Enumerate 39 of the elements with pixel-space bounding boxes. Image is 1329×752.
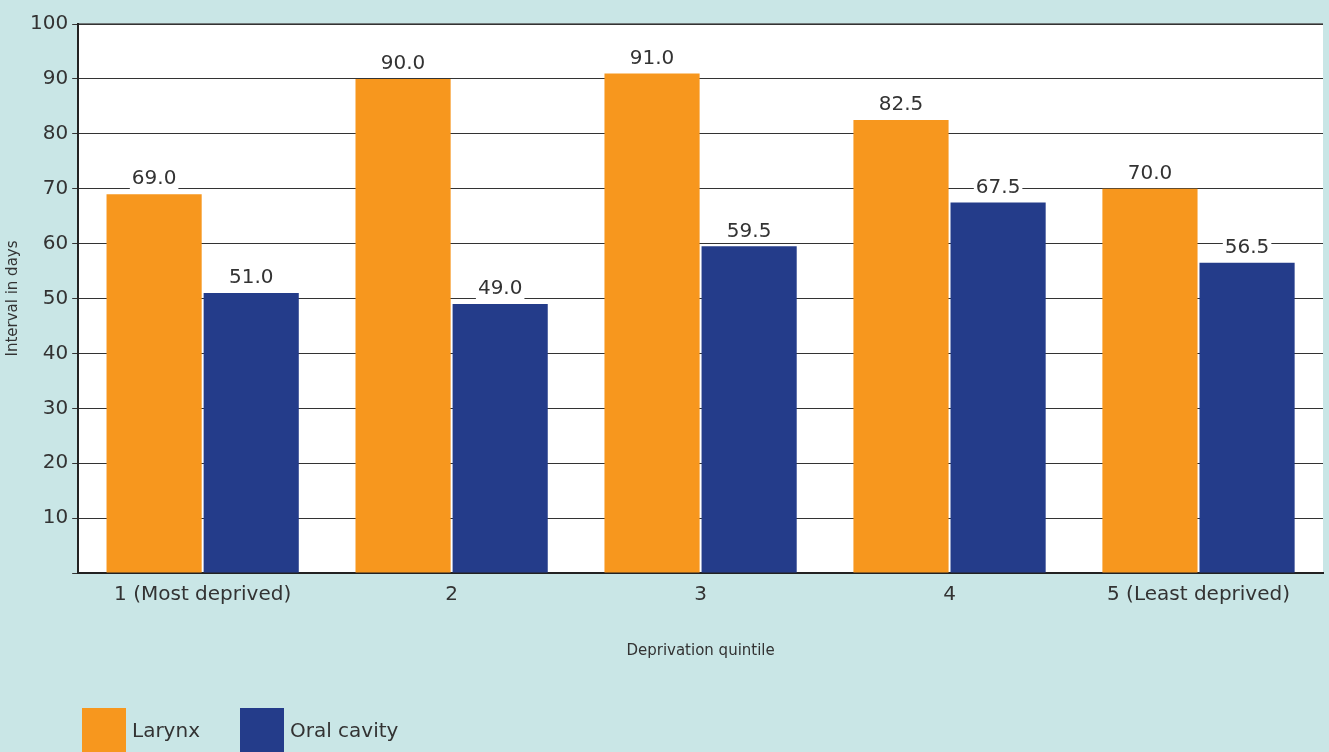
x-tick-label: 1 (Most deprived) bbox=[114, 581, 292, 606]
bar bbox=[355, 78, 451, 573]
x-tick-label: 5 (Least deprived) bbox=[1107, 581, 1290, 606]
bar bbox=[950, 202, 1046, 573]
y-tick-label: 90 bbox=[42, 65, 69, 90]
y-axis-title: Interval in days bbox=[2, 240, 21, 357]
data-label: 91.0 bbox=[629, 44, 675, 69]
data-label: 90.0 bbox=[380, 50, 426, 75]
y-tick-label: 60 bbox=[42, 229, 69, 254]
bar bbox=[203, 293, 299, 573]
y-tick-label: 40 bbox=[42, 339, 69, 364]
bar bbox=[1102, 188, 1198, 573]
data-label: 51.0 bbox=[228, 264, 274, 289]
legend-label: Oral cavity bbox=[289, 718, 399, 742]
x-tick-label: 3 bbox=[694, 581, 707, 606]
x-axis-title: Deprivation quintile bbox=[626, 640, 775, 659]
bar bbox=[452, 303, 548, 573]
bar bbox=[106, 194, 202, 573]
bar bbox=[604, 73, 700, 573]
data-label: 49.0 bbox=[477, 275, 523, 300]
data-label: 59.5 bbox=[726, 217, 772, 242]
bar bbox=[701, 246, 797, 573]
x-tick-label: 2 bbox=[445, 581, 458, 606]
bar bbox=[1199, 262, 1295, 573]
y-tick-label: 30 bbox=[42, 394, 69, 419]
data-label: 56.5 bbox=[1224, 234, 1270, 259]
data-label: 70.0 bbox=[1127, 159, 1173, 184]
y-tick-label: 70 bbox=[42, 174, 69, 199]
y-tick-label: 20 bbox=[42, 449, 69, 474]
y-tick-label: 50 bbox=[42, 284, 69, 309]
y-tick-label: 100 bbox=[29, 10, 69, 35]
y-tick-label: 10 bbox=[42, 504, 69, 529]
data-label: 67.5 bbox=[975, 173, 1021, 198]
data-label: 69.0 bbox=[131, 165, 177, 190]
data-label: 82.5 bbox=[878, 91, 924, 116]
y-tick-label: 80 bbox=[42, 120, 69, 144]
x-tick-label: 4 bbox=[943, 581, 956, 606]
legend-label: Larynx bbox=[132, 718, 200, 742]
bar bbox=[853, 120, 949, 573]
